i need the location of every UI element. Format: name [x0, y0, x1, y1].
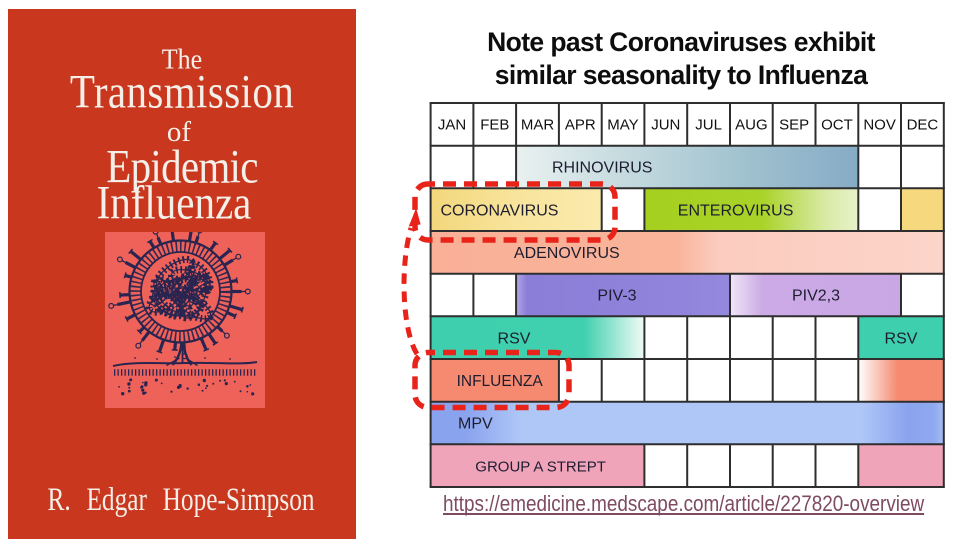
- svg-text:JAN: JAN: [438, 117, 466, 134]
- svg-text:MPV: MPV: [458, 416, 493, 433]
- svg-text:JUL: JUL: [695, 117, 722, 134]
- svg-text:MAY: MAY: [607, 117, 638, 134]
- svg-text:INFLUENZA: INFLUENZA: [457, 373, 544, 390]
- svg-text:RSV: RSV: [498, 330, 531, 347]
- svg-text:RSV: RSV: [885, 330, 918, 347]
- svg-text:AUG: AUG: [735, 117, 768, 134]
- svg-text:RHINOVIRUS: RHINOVIRUS: [552, 160, 652, 177]
- svg-text:SEP: SEP: [779, 117, 809, 134]
- svg-text:PIV2,3: PIV2,3: [792, 288, 840, 305]
- svg-text:GROUP A STREPT: GROUP A STREPT: [475, 458, 606, 475]
- svg-text:ADENOVIRUS: ADENOVIRUS: [514, 245, 620, 262]
- svg-text:APR: APR: [565, 117, 596, 134]
- svg-text:ENTEROVIRUS: ENTEROVIRUS: [678, 202, 794, 219]
- svg-text:MAR: MAR: [521, 117, 555, 134]
- svg-text:PIV-3: PIV-3: [597, 288, 636, 305]
- svg-text:CORONAVIRUS: CORONAVIRUS: [441, 202, 559, 219]
- svg-text:DEC: DEC: [907, 117, 939, 134]
- svg-text:OCT: OCT: [821, 117, 853, 134]
- svg-text:NOV: NOV: [863, 117, 896, 134]
- svg-text:JUN: JUN: [651, 117, 680, 134]
- svg-text:FEB: FEB: [480, 117, 509, 134]
